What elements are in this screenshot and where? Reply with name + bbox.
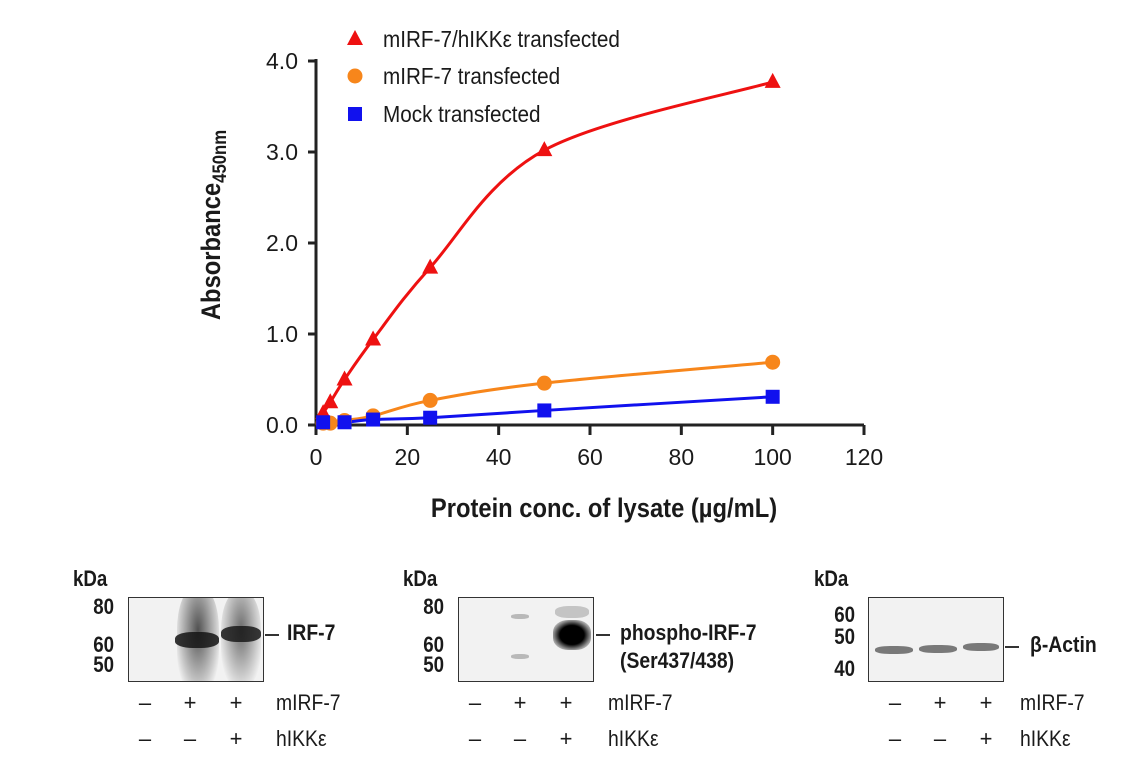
data-point (365, 330, 382, 346)
lane-sign: – (468, 690, 482, 715)
absorbance-chart: 0.0 1.0 2.0 3.0 4.0 0 20 40 60 80 100 120 mIRF-7/hI… (197, 26, 884, 524)
lane-sign: + (559, 690, 573, 715)
blot-target-site: (Ser437/438) (620, 648, 735, 673)
y-axis-label-main: Absorbance (197, 183, 227, 320)
data-point (536, 141, 553, 157)
mw-marker: 60 (93, 632, 114, 657)
lane-sign: – (138, 726, 152, 751)
data-point (536, 375, 552, 391)
lane-sign: – (513, 726, 527, 751)
data-point (316, 415, 331, 430)
mw-marker: 80 (423, 594, 444, 619)
mw-marker: 80 (93, 594, 114, 619)
data-point (765, 354, 781, 370)
y-tick-label: 3.0 (266, 139, 298, 165)
kda-label: kDa (403, 566, 438, 591)
data-point (337, 415, 352, 430)
data-point (423, 410, 438, 425)
legend-marker (347, 68, 363, 84)
data-point (322, 393, 339, 409)
lane-sign: + (933, 690, 947, 715)
series-line-0 (321, 80, 774, 414)
legend-marker (347, 30, 363, 45)
legend-label: mIRF-7/hIKKε transfected (383, 26, 620, 52)
x-tick-label: 0 (310, 444, 323, 470)
mw-marker: 40 (834, 656, 855, 681)
lane-sign: + (513, 690, 527, 715)
y-axis-label: Absorbance450nm (197, 130, 231, 320)
blot-image (868, 597, 1004, 682)
lane-sign: + (229, 690, 243, 715)
kda-label: kDa (73, 566, 108, 591)
x-axis-label: Protein conc. of lysate (µg/mL) (431, 494, 777, 524)
data-point (765, 389, 780, 404)
data-point (422, 258, 439, 274)
mw-marker: 60 (834, 602, 855, 627)
y-tick-label: 0.0 (266, 412, 298, 438)
mw-marker: 60 (423, 632, 444, 657)
y-tick-label: 2.0 (266, 230, 298, 256)
kda-label: kDa (814, 566, 849, 591)
data-point (366, 412, 381, 427)
lane-sign: – (183, 726, 197, 751)
mw-marker: 50 (423, 652, 444, 677)
x-tick-label: 120 (845, 444, 883, 470)
data-point (422, 392, 438, 408)
lane-sign: – (888, 726, 902, 751)
x-tick-label: 60 (577, 444, 603, 470)
lane-sign: + (559, 726, 573, 751)
lane-sign: + (979, 726, 993, 751)
blot-image (128, 597, 264, 682)
x-tick-label: 80 (669, 444, 695, 470)
x-tick-label: 40 (486, 444, 512, 470)
legend-label: mIRF-7 transfected (383, 63, 560, 89)
blot-target-label: β-Actin (1030, 632, 1097, 657)
legend-marker (348, 107, 362, 121)
lane-sign: + (183, 690, 197, 715)
mw-marker: 50 (93, 652, 114, 677)
data-point (336, 370, 353, 386)
lane-sign: – (138, 690, 152, 715)
blot-image (458, 597, 594, 682)
lane-sign: – (888, 690, 902, 715)
condition-label: mIRF-7 (608, 690, 673, 715)
condition-label: mIRF-7 (1020, 690, 1085, 715)
mw-marker: 50 (834, 624, 855, 649)
data-point (537, 403, 552, 418)
condition-label: mIRF-7 (276, 690, 341, 715)
legend-label: Mock transfected (383, 101, 541, 127)
data-point (764, 72, 781, 88)
lane-sign: – (933, 726, 947, 751)
condition-label: hIKKε (1020, 726, 1071, 751)
lane-sign: + (979, 690, 993, 715)
blot-target-label: IRF-7 (287, 620, 336, 645)
y-axis-label-subscript: 450nm (209, 130, 230, 183)
condition-label: hIKKε (276, 726, 327, 751)
lane-sign: + (229, 726, 243, 751)
x-tick-label: 20 (395, 444, 421, 470)
y-tick-label: 1.0 (266, 321, 298, 347)
y-tick-label: 4.0 (266, 48, 298, 74)
condition-label: hIKKε (608, 726, 659, 751)
lane-sign: – (468, 726, 482, 751)
blot-target-label: phospho-IRF-7 (620, 620, 757, 645)
x-tick-label: 100 (753, 444, 791, 470)
